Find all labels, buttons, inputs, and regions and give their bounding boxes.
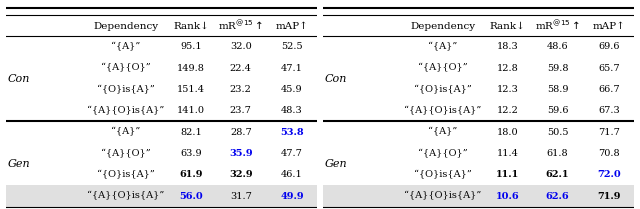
Text: 56.0: 56.0 — [179, 192, 203, 201]
Text: 12.3: 12.3 — [497, 85, 519, 94]
Text: 31.7: 31.7 — [230, 192, 252, 201]
Text: Rank↓: Rank↓ — [173, 22, 209, 31]
Text: 58.9: 58.9 — [547, 85, 568, 94]
Text: 82.1: 82.1 — [180, 127, 202, 136]
Text: 66.7: 66.7 — [598, 85, 620, 94]
Text: 48.6: 48.6 — [547, 42, 568, 51]
Text: 59.6: 59.6 — [547, 106, 568, 115]
Text: Rank↓: Rank↓ — [490, 22, 526, 31]
Text: 18.3: 18.3 — [497, 42, 519, 51]
Text: 52.5: 52.5 — [281, 42, 303, 51]
Text: “{A}{O}”: “{A}{O}” — [418, 64, 467, 73]
Text: “{A}{O}”: “{A}{O}” — [101, 149, 150, 158]
Text: 59.8: 59.8 — [547, 64, 568, 73]
Text: 23.2: 23.2 — [230, 85, 252, 94]
Text: 32.0: 32.0 — [230, 42, 252, 51]
Text: “{A}{O}is{A}”: “{A}{O}is{A}” — [87, 106, 164, 115]
Text: “{O}is{A}”: “{O}is{A}” — [97, 170, 155, 179]
Text: Dependency: Dependency — [410, 22, 476, 31]
Text: 71.7: 71.7 — [598, 127, 620, 136]
Text: “{A}”: “{A}” — [428, 42, 458, 51]
Text: 45.9: 45.9 — [281, 85, 303, 94]
Text: 28.7: 28.7 — [230, 127, 252, 136]
Text: Con: Con — [324, 74, 347, 84]
Text: 141.0: 141.0 — [177, 106, 205, 115]
Text: 11.1: 11.1 — [496, 170, 520, 179]
Text: mR$^{@15}$$\uparrow$: mR$^{@15}$$\uparrow$ — [535, 19, 580, 33]
Text: 69.6: 69.6 — [598, 42, 620, 51]
Text: 12.8: 12.8 — [497, 64, 519, 73]
Text: 151.4: 151.4 — [177, 85, 205, 94]
Text: Gen: Gen — [324, 159, 347, 169]
Text: 67.3: 67.3 — [598, 106, 620, 115]
Text: 61.8: 61.8 — [547, 149, 568, 158]
Bar — [6, 185, 317, 207]
Text: “{A}{O}is{A}”: “{A}{O}is{A}” — [87, 192, 164, 201]
Text: mR$^{@15}$$\uparrow$: mR$^{@15}$$\uparrow$ — [218, 19, 263, 33]
Text: 95.1: 95.1 — [180, 42, 202, 51]
Text: 22.4: 22.4 — [230, 64, 252, 73]
Text: Dependency: Dependency — [93, 22, 159, 31]
Text: 12.2: 12.2 — [497, 106, 519, 115]
Text: 70.8: 70.8 — [598, 149, 620, 158]
Text: “{A}”: “{A}” — [111, 42, 141, 51]
Text: 47.1: 47.1 — [281, 64, 303, 73]
Text: 11.4: 11.4 — [497, 149, 519, 158]
Text: “{A}”: “{A}” — [428, 127, 458, 137]
Text: “{O}is{A}”: “{O}is{A}” — [414, 85, 472, 94]
Text: 47.7: 47.7 — [281, 149, 303, 158]
Text: 49.9: 49.9 — [280, 192, 304, 201]
Text: 62.1: 62.1 — [546, 170, 570, 179]
Text: 149.8: 149.8 — [177, 64, 205, 73]
Text: “{O}is{A}”: “{O}is{A}” — [97, 85, 155, 94]
Bar — [323, 185, 634, 207]
Text: “{A}{O}”: “{A}{O}” — [418, 149, 467, 158]
Text: 48.3: 48.3 — [281, 106, 303, 115]
Text: 72.0: 72.0 — [597, 170, 621, 179]
Text: mAP↑: mAP↑ — [593, 22, 625, 31]
Text: 62.6: 62.6 — [546, 192, 570, 201]
Text: “{A}{O}is{A}”: “{A}{O}is{A}” — [404, 192, 481, 201]
Text: Con: Con — [8, 74, 30, 84]
Text: 18.0: 18.0 — [497, 127, 518, 136]
Text: 23.7: 23.7 — [230, 106, 252, 115]
Text: 10.6: 10.6 — [496, 192, 520, 201]
Text: 50.5: 50.5 — [547, 127, 568, 136]
Text: “{A}{O}is{A}”: “{A}{O}is{A}” — [404, 106, 481, 115]
Text: 61.9: 61.9 — [179, 170, 203, 179]
Text: 65.7: 65.7 — [598, 64, 620, 73]
Text: 35.9: 35.9 — [229, 149, 253, 158]
Text: 53.8: 53.8 — [280, 127, 304, 136]
Text: 46.1: 46.1 — [281, 170, 303, 179]
Text: “{A}”: “{A}” — [111, 127, 141, 137]
Text: 71.9: 71.9 — [597, 192, 621, 201]
Text: 63.9: 63.9 — [180, 149, 202, 158]
Text: “{O}is{A}”: “{O}is{A}” — [414, 170, 472, 179]
Text: mAP↑: mAP↑ — [276, 22, 308, 31]
Text: Gen: Gen — [8, 159, 30, 169]
Text: “{A}{O}”: “{A}{O}” — [101, 64, 150, 73]
Text: 32.9: 32.9 — [229, 170, 253, 179]
